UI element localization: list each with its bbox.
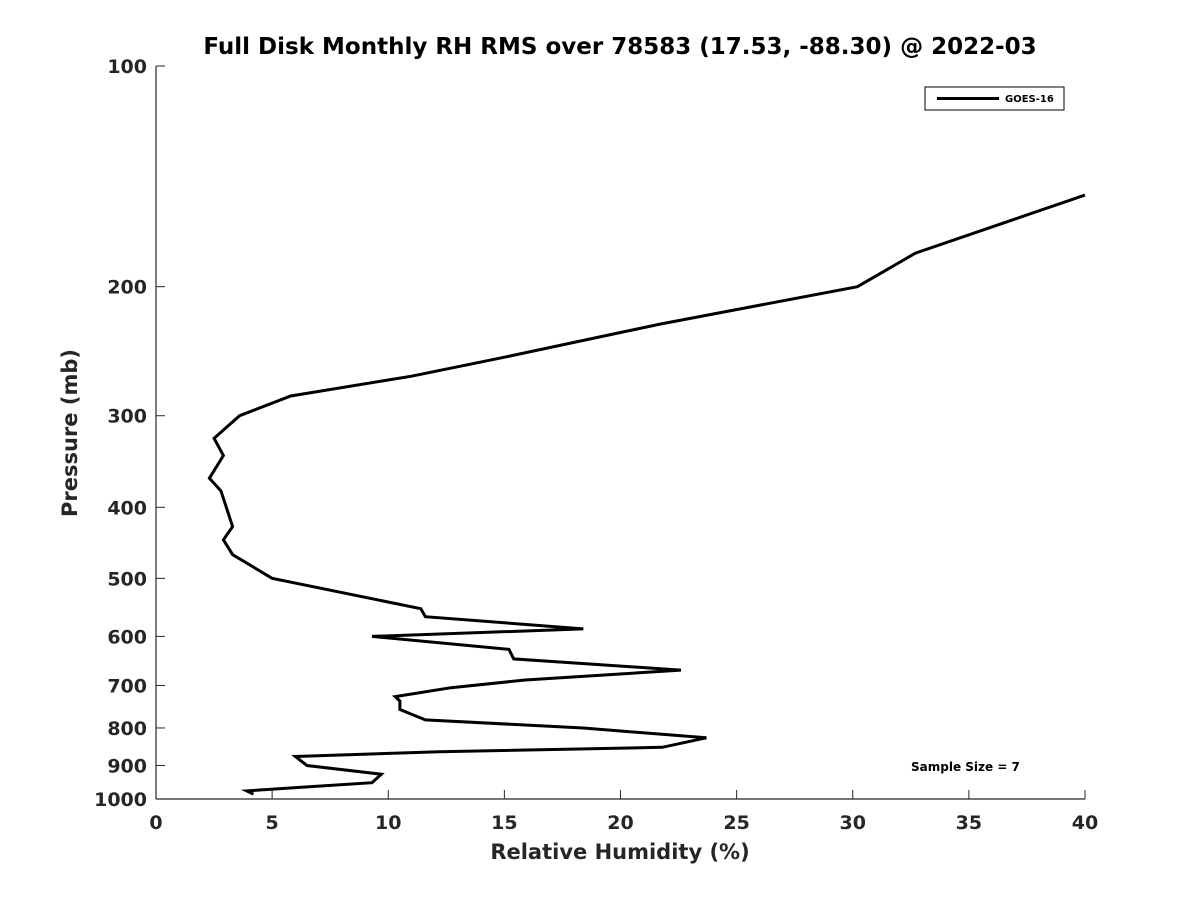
y-tick-label: 300 xyxy=(107,406,147,428)
x-tick-label: 5 xyxy=(266,812,279,834)
y-tick-label: 1000 xyxy=(94,789,147,811)
y-tick-label: 800 xyxy=(107,718,147,740)
x-tick-label: 25 xyxy=(723,812,749,834)
x-tick-label: 15 xyxy=(491,812,517,834)
legend: GOES-16 xyxy=(924,86,1065,111)
chart-title: Full Disk Monthly RH RMS over 78583 (17.… xyxy=(203,34,1036,60)
x-tick-label: 35 xyxy=(956,812,982,834)
x-tick-label: 30 xyxy=(840,812,866,834)
y-tick-label: 900 xyxy=(107,755,147,777)
y-tick-label: 700 xyxy=(107,675,147,697)
x-axis-title: Relative Humidity (%) xyxy=(490,840,749,864)
y-tick-label: 500 xyxy=(107,568,147,590)
y-tick-label: 100 xyxy=(107,56,147,78)
x-tick-label: 0 xyxy=(149,812,162,834)
y-tick-label: 600 xyxy=(107,626,147,648)
x-tick-label: 40 xyxy=(1072,812,1098,834)
sample-size-annotation: Sample Size = 7 xyxy=(911,760,1020,774)
series-line-goes-16 xyxy=(207,193,1086,796)
plot-area: 0 5 10 15 20 25 30 35 40 100 200 300 400 500 600 700 800… xyxy=(94,56,1098,834)
legend-label: GOES-16 xyxy=(1005,94,1054,105)
y-axis-title: Pressure (mb) xyxy=(58,349,82,517)
x-tick-label: 10 xyxy=(375,812,401,834)
y-tick-label: 400 xyxy=(107,497,147,519)
y-tick-label: 200 xyxy=(107,277,147,299)
x-tick-label: 20 xyxy=(607,812,633,834)
